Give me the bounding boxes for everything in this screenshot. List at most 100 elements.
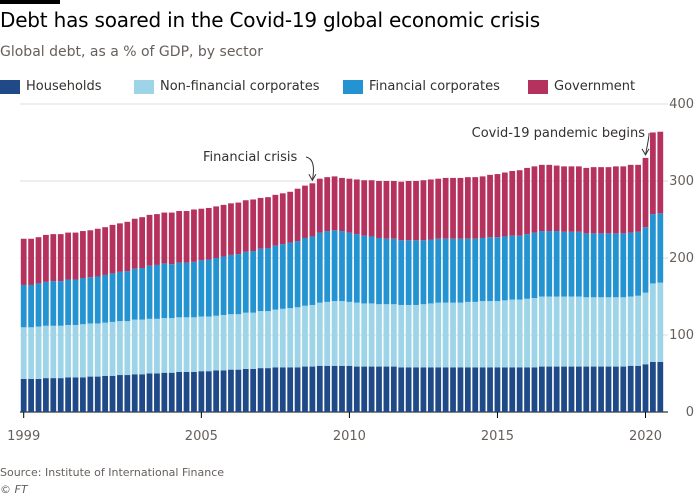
bar-segment-government — [131, 218, 138, 269]
bar-segment-financial-corporates — [250, 251, 257, 313]
annotation-leader-covid-19-pandemic-begins — [645, 132, 650, 155]
bar-segment-non-financial-corporates — [65, 324, 71, 378]
bar-segment-households — [242, 368, 249, 412]
chart-subtitle: Global debt, as a % of GDP, by sector — [0, 44, 263, 60]
bar-segment-non-financial-corporates — [487, 301, 493, 368]
bar-segment-households — [65, 377, 71, 412]
bar-segment-households — [605, 366, 612, 412]
bar-segment-government — [279, 193, 286, 245]
bar-segment-government — [494, 174, 501, 238]
bar-segment-financial-corporates — [220, 256, 227, 315]
bar-segment-non-financial-corporates — [524, 298, 530, 368]
legend-item-financial-corporates: Financial corporates — [343, 79, 500, 94]
bar-segment-financial-corporates — [302, 237, 308, 306]
bar-segment-government — [80, 231, 86, 279]
bar-segment-financial-corporates — [509, 235, 516, 300]
bar-segment-financial-corporates — [272, 245, 279, 310]
bar-segment-households — [398, 367, 405, 412]
bar-segment-government — [50, 234, 57, 282]
bar-segment-non-financial-corporates — [368, 303, 375, 367]
bar-segment-households — [650, 361, 656, 412]
bar-segment-households — [642, 364, 649, 412]
bar-segment-households — [516, 367, 523, 412]
bar-segment-non-financial-corporates — [583, 297, 590, 367]
bar-segment-non-financial-corporates — [464, 301, 471, 368]
bar-segment-households — [168, 372, 175, 412]
bar-segment-non-financial-corporates — [309, 304, 316, 367]
bar-segment-financial-corporates — [279, 244, 286, 309]
bar-segment-non-financial-corporates — [205, 316, 212, 372]
bar-segment-government — [657, 131, 664, 214]
bar-segment-financial-corporates — [176, 262, 183, 318]
bar-segment-financial-corporates — [464, 238, 471, 302]
bar-segment-government — [501, 172, 508, 237]
bar-segment-financial-corporates — [183, 262, 190, 318]
bar-segment-financial-corporates — [331, 230, 338, 302]
bar-segment-government — [590, 167, 597, 234]
bar-segment-non-financial-corporates — [331, 301, 338, 366]
bar-segment-financial-corporates — [524, 234, 530, 299]
bar-segment-financial-corporates — [472, 238, 479, 302]
bar-segment-government — [538, 164, 545, 232]
bar-segment-financial-corporates — [650, 214, 656, 284]
legend-swatch-government — [528, 79, 548, 94]
bar-segment-non-financial-corporates — [346, 301, 353, 366]
y-tick-label: 200 — [669, 251, 694, 266]
bar-segment-non-financial-corporates — [398, 304, 405, 368]
bar-segment-households — [575, 366, 582, 412]
bar-segment-government — [398, 181, 405, 241]
bar-segment-households — [250, 368, 257, 412]
bar-segment-financial-corporates — [568, 231, 575, 297]
bar-segment-non-financial-corporates — [413, 304, 419, 368]
bar-segment-financial-corporates — [228, 254, 234, 315]
bar-segment-government — [457, 177, 464, 239]
bar-segment-financial-corporates — [376, 237, 382, 305]
bar-segment-households — [94, 376, 101, 412]
bar-segment-financial-corporates — [102, 274, 109, 323]
legend-item-households: Households — [0, 79, 102, 94]
bar-segment-financial-corporates — [390, 238, 397, 305]
bar-segment-government — [516, 170, 523, 236]
bar-segment-households — [546, 366, 553, 412]
bar-segment-non-financial-corporates — [657, 282, 664, 362]
bar-segment-financial-corporates — [205, 259, 212, 317]
bar-segment-financial-corporates — [368, 236, 375, 304]
bar-segment-non-financial-corporates — [43, 325, 49, 379]
bar-segment-government — [257, 197, 264, 249]
bar-segment-non-financial-corporates — [287, 308, 294, 368]
bar-segment-non-financial-corporates — [146, 318, 153, 374]
annotation-label-covid-19-pandemic-begins: Covid-19 pandemic begins — [472, 126, 646, 141]
bar-segment-government — [531, 166, 538, 233]
bar-segment-financial-corporates — [57, 281, 64, 326]
bar-segment-households — [28, 378, 34, 412]
bar-segment-households — [161, 372, 168, 412]
bar-segment-households — [479, 367, 486, 412]
bar-segment-non-financial-corporates — [183, 317, 190, 372]
bar-segment-government — [168, 212, 175, 265]
bar-segment-financial-corporates — [154, 264, 160, 319]
bar-segment-non-financial-corporates — [457, 302, 464, 368]
bar-segment-government — [361, 180, 368, 236]
bar-segment-non-financial-corporates — [117, 321, 123, 376]
bar-segment-government — [553, 165, 560, 232]
bar-segment-government — [183, 211, 190, 263]
bar-segment-financial-corporates — [642, 227, 649, 293]
bar-segment-financial-corporates — [553, 231, 560, 297]
bar-segment-households — [176, 371, 183, 412]
bar-segment-non-financial-corporates — [154, 318, 160, 374]
bar-segment-households — [235, 369, 242, 412]
bar-segment-financial-corporates — [43, 281, 49, 326]
bar-segment-non-financial-corporates — [250, 312, 257, 369]
bar-segment-non-financial-corporates — [538, 296, 545, 367]
bar-segment-government — [583, 167, 590, 234]
bar-segment-government — [479, 176, 486, 238]
bar-segment-households — [272, 367, 279, 412]
bar-segment-non-financial-corporates — [139, 319, 146, 375]
bar-segment-financial-corporates — [72, 279, 79, 325]
bar-segment-financial-corporates — [28, 284, 34, 328]
bar-segment-financial-corporates — [479, 237, 486, 302]
bar-segment-government — [353, 179, 360, 235]
bar-segment-non-financial-corporates — [294, 307, 301, 368]
y-tick-label: 300 — [669, 174, 694, 189]
bar-segment-government — [139, 217, 146, 269]
